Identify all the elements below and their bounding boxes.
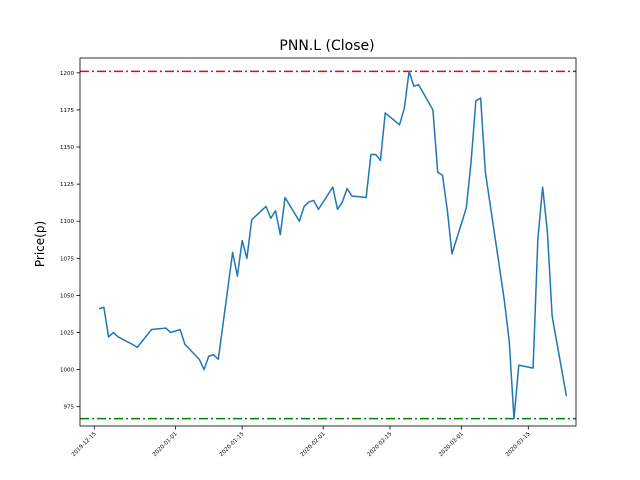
series-lines	[98, 70, 568, 420]
y-tick-label: 1125	[60, 182, 74, 188]
y-tick-label: 975	[64, 405, 75, 411]
x-tick-label: 2019-12-15	[71, 431, 98, 458]
x-tick-label: 2020-03-01	[438, 431, 465, 458]
x-tick-label: 2020-03-15	[505, 431, 532, 458]
x-axis-ticks: 2019-12-15 2020-01-01 2020-01-15 2020-02-01…	[71, 426, 532, 458]
y-tick-label: 1200	[60, 71, 74, 77]
y-tick-label: 1150	[60, 145, 74, 151]
series-line-0	[98, 70, 568, 420]
y-tick-label: 1025	[60, 331, 74, 337]
x-tick-label: 2020-01-15	[219, 431, 246, 458]
y-axis-label: Price(p)	[33, 221, 47, 267]
y-tick-label: 1075	[60, 256, 74, 262]
x-tick-label: 2020-01-01	[152, 431, 179, 458]
reference-lines	[80, 70, 576, 420]
y-tick-label: 1050	[60, 293, 74, 299]
plot-area-frame	[79, 57, 577, 427]
y-tick-label: 1175	[60, 108, 74, 114]
y-tick-label: 1100	[60, 219, 74, 225]
y-tick-label: 1000	[60, 368, 74, 374]
x-tick-label: 2020-02-15	[367, 431, 394, 458]
y-axis-ticks: 975 1000 1025 1050 1075 1100 1125 1150 1175 1200	[60, 71, 80, 411]
chart-title: PNN.L (Close)	[279, 38, 374, 54]
x-tick-label: 2020-02-01	[300, 431, 327, 458]
